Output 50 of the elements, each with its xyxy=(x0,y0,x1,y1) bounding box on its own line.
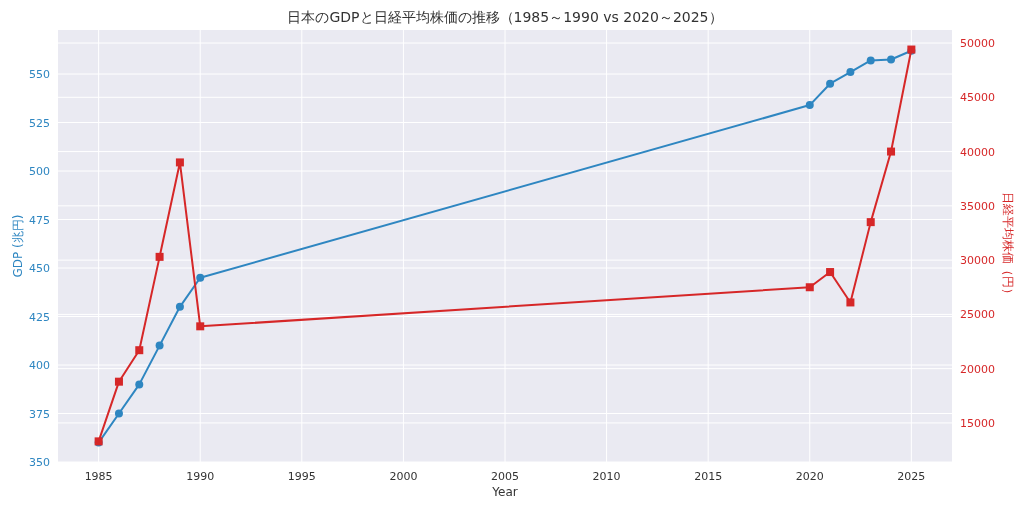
point xyxy=(175,158,184,167)
point xyxy=(805,101,814,110)
point xyxy=(866,218,875,227)
y-axis-title: GDP (兆円) xyxy=(11,214,25,278)
point xyxy=(887,147,896,156)
point xyxy=(826,268,835,277)
y-tick-label: 475 xyxy=(29,213,50,227)
y2-tick-label: 15000 xyxy=(960,416,995,430)
y2-tick-label: 45000 xyxy=(960,91,995,105)
y2-tick-label: 40000 xyxy=(960,145,995,159)
y-tick-label: 425 xyxy=(29,310,50,324)
point xyxy=(196,322,205,331)
y2-tick-label: 50000 xyxy=(960,37,995,51)
x-tick-label: 2020 xyxy=(795,470,824,483)
y-tick-label: 400 xyxy=(29,359,50,373)
x-tick-label: 1985 xyxy=(84,470,113,483)
point xyxy=(135,380,144,389)
point xyxy=(114,409,123,418)
y-tick-label: 450 xyxy=(29,262,50,276)
point xyxy=(135,346,144,355)
y2-tick-label: 25000 xyxy=(960,308,995,322)
y2-tick-label: 30000 xyxy=(960,254,995,268)
y-tick-label: 350 xyxy=(29,456,50,469)
x-tick-label: 1995 xyxy=(287,470,316,483)
x-tick-label: 2005 xyxy=(491,470,519,483)
chart-title: 日本のGDPと日経平均株価の推移（1985～1990 vs 2020～2025） xyxy=(287,9,723,25)
y2-tick-label: 35000 xyxy=(960,199,995,213)
point xyxy=(887,55,896,64)
point xyxy=(196,273,205,282)
x-tick-label: 2015 xyxy=(694,470,723,483)
x-tick-label: 2000 xyxy=(389,470,418,483)
point xyxy=(846,68,855,77)
x-tick-label: 2025 xyxy=(897,470,926,483)
x-tick-label: 2010 xyxy=(592,470,621,483)
point xyxy=(114,377,123,386)
y-tick-label: 550 xyxy=(29,68,50,82)
y-tick-label: 375 xyxy=(29,407,50,421)
y2-axis-title: 日経平均株価（円） xyxy=(1001,192,1015,300)
point xyxy=(175,302,184,311)
x-axis-title: Year xyxy=(491,485,518,499)
point xyxy=(155,341,164,350)
x-tick-label: 1990 xyxy=(186,470,215,483)
y-tick-label: 500 xyxy=(29,165,50,179)
point xyxy=(866,56,875,65)
y2-tick-label: 20000 xyxy=(960,362,995,376)
point xyxy=(826,79,835,88)
point xyxy=(805,283,814,292)
y-tick-label: 525 xyxy=(29,116,50,130)
point xyxy=(846,298,855,307)
point xyxy=(155,252,164,261)
